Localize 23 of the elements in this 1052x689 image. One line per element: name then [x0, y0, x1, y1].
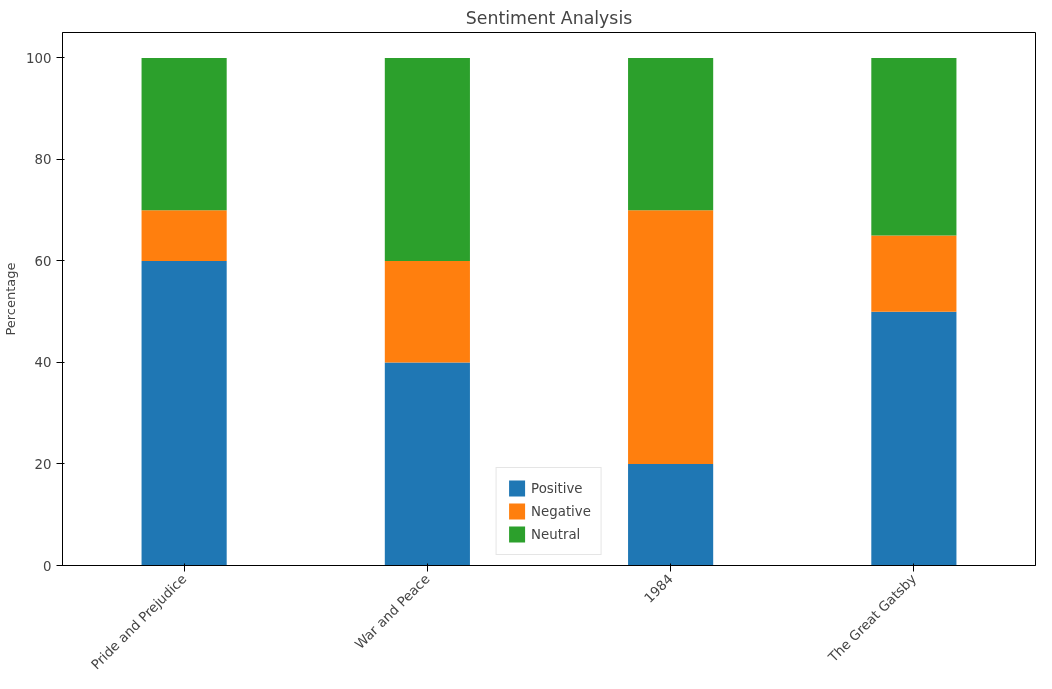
- bar: [384, 57, 470, 261]
- bar: [628, 463, 714, 566]
- bar: [384, 362, 470, 566]
- y-axis-title: Percentage: [3, 262, 19, 336]
- y-tick-label: 0: [43, 558, 52, 574]
- legend-label: Negative: [531, 503, 591, 519]
- legend-label: Positive: [531, 480, 583, 496]
- bar: [628, 210, 714, 464]
- y-tick-label: 100: [26, 50, 52, 66]
- y-tick-label: 80: [34, 152, 52, 168]
- bar: [871, 235, 957, 312]
- chart-title: Sentiment Analysis: [465, 7, 633, 28]
- y-tick-label: 60: [34, 253, 52, 269]
- bar: [871, 311, 957, 566]
- bar: [384, 260, 470, 363]
- y-tick-label: 20: [34, 456, 52, 472]
- legend-label: Neutral: [531, 526, 581, 542]
- bar: [628, 57, 714, 211]
- y-tick-label: 40: [34, 355, 52, 371]
- bar: [871, 57, 957, 236]
- bar: [141, 210, 227, 261]
- bar: [141, 57, 227, 211]
- bar: [141, 260, 227, 566]
